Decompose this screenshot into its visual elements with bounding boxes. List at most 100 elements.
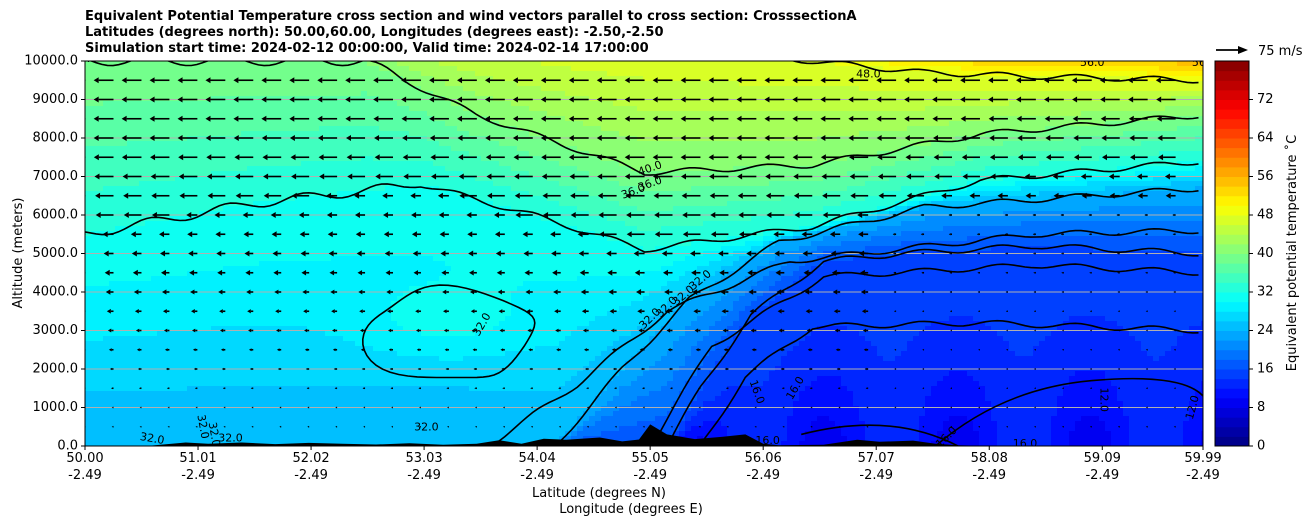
field-cell (343, 406, 350, 412)
field-cell (301, 86, 308, 92)
field-cell (367, 261, 374, 267)
field-cell (427, 266, 434, 272)
field-cell (265, 161, 272, 167)
field-cell (169, 141, 176, 147)
field-cell (127, 151, 134, 157)
field-cell (343, 201, 350, 207)
field-cell (211, 131, 218, 137)
field-cell (199, 146, 206, 152)
field-cell (307, 241, 314, 247)
field-cell (307, 276, 314, 282)
field-cell (139, 361, 146, 367)
field-cell (247, 316, 254, 322)
field-cell (415, 141, 422, 147)
field-cell (307, 121, 314, 127)
field-cell (439, 106, 446, 112)
field-cell (133, 76, 140, 82)
field-cell (169, 381, 176, 387)
field-cell (325, 306, 332, 312)
field-cell (361, 246, 368, 252)
field-cell (451, 361, 458, 367)
field-cell (217, 256, 224, 262)
field-cell (235, 126, 242, 132)
field-cell (361, 266, 368, 272)
field-cell (259, 346, 266, 352)
field-cell (187, 111, 194, 117)
field-cell (349, 391, 356, 397)
field-cell (253, 326, 260, 332)
field-cell (463, 66, 470, 72)
field-cell (403, 131, 410, 137)
field-cell (139, 221, 146, 227)
field-cell (235, 306, 242, 312)
field-cell (217, 156, 224, 162)
field-cell (259, 416, 266, 422)
field-cell (469, 381, 476, 387)
field-cell (271, 306, 278, 312)
field-cell (469, 86, 476, 92)
field-cell (457, 141, 464, 147)
field-cell (355, 61, 362, 67)
field-cell (109, 301, 116, 307)
field-cell (169, 396, 176, 402)
field-cell (199, 286, 206, 292)
field-cell (319, 181, 326, 187)
field-cell (409, 396, 416, 402)
field-cell (403, 226, 410, 232)
field-cell (127, 301, 134, 307)
field-cell (193, 226, 200, 232)
field-cell (433, 176, 440, 182)
field-cell (103, 351, 110, 357)
field-cell (127, 406, 134, 412)
field-cell (367, 396, 374, 402)
field-cell (145, 86, 152, 92)
field-cell (337, 426, 344, 432)
field-cell (229, 86, 236, 92)
field-cell (199, 256, 206, 262)
field-cell (115, 276, 122, 282)
field-cell (139, 381, 146, 387)
field-cell (283, 246, 290, 252)
field-cell (391, 296, 398, 302)
field-cell (127, 246, 134, 252)
field-cell (91, 416, 98, 422)
field-cell (109, 166, 116, 172)
field-cell (409, 81, 416, 87)
field-cell (427, 141, 434, 147)
field-cell (385, 371, 392, 377)
field-cell (109, 276, 116, 282)
field-cell (325, 86, 332, 92)
field-cell (421, 156, 428, 162)
field-cell (337, 441, 344, 446)
field-cell (373, 216, 380, 222)
field-cell (259, 156, 266, 162)
field-cell (463, 151, 470, 157)
field-cell (115, 431, 122, 437)
field-cell (427, 381, 434, 387)
field-cell (379, 101, 386, 107)
field-cell (301, 201, 308, 207)
field-cell (199, 386, 206, 392)
field-cell (181, 71, 188, 77)
field-cell (289, 286, 296, 292)
field-cell (373, 71, 380, 77)
field-cell (307, 386, 314, 392)
field-cell (241, 306, 248, 312)
field-cell (241, 386, 248, 392)
field-cell (253, 221, 260, 227)
field-cell (193, 316, 200, 322)
field-cell (373, 341, 380, 347)
field-cell (409, 301, 416, 307)
field-cell (163, 246, 170, 252)
field-cell (367, 191, 374, 197)
field-cell (343, 131, 350, 137)
field-cell (133, 91, 140, 97)
field-cell (343, 306, 350, 312)
field-cell (469, 301, 476, 307)
field-cell (439, 221, 446, 227)
field-cell (379, 141, 386, 147)
field-cell (211, 416, 218, 422)
field-cell (223, 371, 230, 377)
field-cell (409, 171, 416, 177)
field-cell (217, 431, 224, 437)
